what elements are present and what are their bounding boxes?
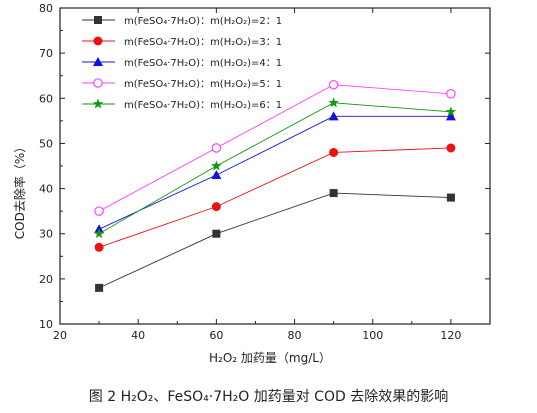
legend-label: m(FeSO₄·7H₂O)：m(H₂O₂)=4：1 bbox=[124, 58, 282, 69]
data-point bbox=[329, 147, 339, 157]
data-point bbox=[446, 88, 456, 99]
legend-label: m(FeSO₄·7H₂O)：m(H₂O₂)=3：1 bbox=[124, 37, 282, 48]
series-1 bbox=[95, 189, 455, 292]
x-tick-label: 100 bbox=[362, 329, 383, 342]
figure-caption: 图 2 H₂O₂、FeSO₄·7H₂O 加药量对 COD 去除效果的影响 bbox=[88, 389, 449, 405]
series-line bbox=[98, 147, 451, 248]
data-point bbox=[95, 283, 104, 292]
legend-marker bbox=[93, 78, 103, 88]
data-point bbox=[211, 170, 222, 180]
y-tick-label: 20 bbox=[39, 273, 53, 286]
data-point bbox=[445, 111, 456, 121]
legend-item-4: m(FeSO₄·7H₂O)：m(H₂O₂)=5：1 bbox=[82, 78, 282, 90]
legend-marker bbox=[93, 57, 103, 66]
y-tick-label: 80 bbox=[39, 2, 53, 15]
y-tick-label: 70 bbox=[39, 47, 53, 60]
legend-marker bbox=[94, 16, 102, 24]
series-3 bbox=[94, 111, 456, 234]
legend-marker bbox=[93, 36, 103, 46]
y-tick-label: 60 bbox=[39, 92, 53, 105]
x-tick-label: 40 bbox=[131, 329, 145, 342]
legend-label: m(FeSO₄·7H₂O)：m(H₂O₂)=5：1 bbox=[124, 79, 282, 90]
data-point bbox=[94, 242, 104, 252]
series-layer bbox=[93, 79, 457, 292]
x-tick-label: 20 bbox=[53, 329, 67, 342]
data-point bbox=[94, 206, 104, 216]
data-point bbox=[328, 79, 339, 90]
legend-label: m(FeSO₄·7H₂O)：m(H₂O₂)=6：1 bbox=[124, 100, 282, 111]
data-point bbox=[212, 229, 221, 238]
y-axis-label: COD去除率（%） bbox=[12, 141, 27, 239]
y-tick-label: 40 bbox=[39, 183, 53, 196]
series-line bbox=[98, 115, 451, 230]
series-line bbox=[98, 84, 451, 212]
legend-label: m(FeSO₄·7H₂O)：m(H₂O₂)=2：1 bbox=[124, 16, 282, 27]
legend-marker bbox=[92, 98, 104, 109]
legend-item-2: m(FeSO₄·7H₂O)：m(H₂O₂)=3：1 bbox=[82, 36, 282, 48]
data-point bbox=[446, 193, 455, 202]
data-point bbox=[445, 106, 457, 117]
data-point bbox=[329, 189, 338, 198]
data-point bbox=[446, 143, 456, 153]
data-point bbox=[211, 143, 222, 153]
x-tick-label: 80 bbox=[288, 329, 302, 342]
series-5 bbox=[93, 97, 457, 239]
data-point bbox=[211, 202, 221, 212]
series-4 bbox=[94, 79, 456, 216]
legend-item-5: m(FeSO₄·7H₂O)：m(H₂O₂)=6：1 bbox=[82, 98, 282, 111]
data-point bbox=[328, 111, 339, 121]
legend-item-1: m(FeSO₄·7H₂O)：m(H₂O₂)=2：1 bbox=[82, 16, 282, 27]
series-2 bbox=[94, 143, 456, 252]
x-tick-label: 120 bbox=[440, 329, 461, 342]
data-point bbox=[93, 228, 105, 239]
y-tick-label: 10 bbox=[39, 318, 53, 331]
legend-item-3: m(FeSO₄·7H₂O)：m(H₂O₂)=4：1 bbox=[82, 57, 282, 69]
y-tick-label: 30 bbox=[39, 228, 53, 241]
x-tick-label: 60 bbox=[209, 329, 223, 342]
series-line bbox=[98, 102, 451, 235]
legend: m(FeSO₄·7H₂O)：m(H₂O₂)=2：1 m(FeSO₄·7H₂O)：m… bbox=[82, 16, 282, 111]
series-line bbox=[98, 192, 451, 289]
x-axis-label: H₂O₂ 加药量（mg/L） bbox=[209, 351, 331, 365]
data-point bbox=[328, 97, 339, 108]
y-tick-label: 50 bbox=[39, 137, 53, 150]
data-point bbox=[211, 160, 222, 171]
